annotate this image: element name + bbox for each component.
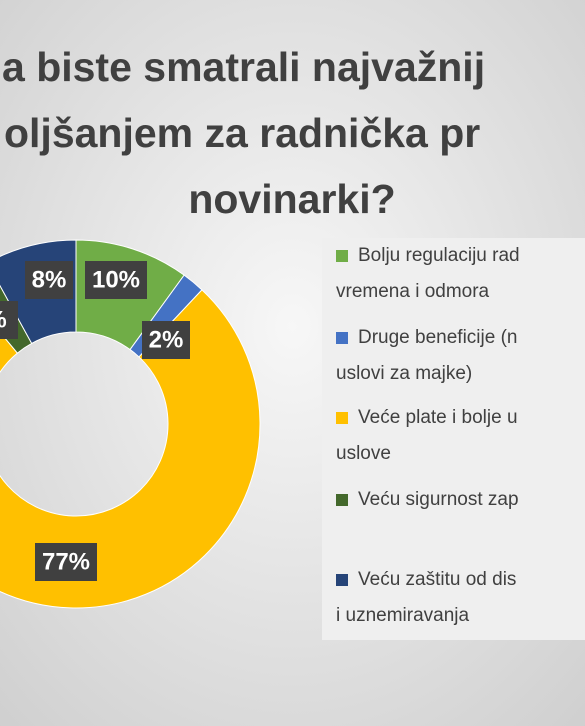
legend-label: Veće plate i bolje u xyxy=(358,407,518,428)
data-label: 77% xyxy=(42,548,90,575)
legend-label: Druge beneficije (n xyxy=(358,327,517,348)
legend-label: Bolju regulaciju rad xyxy=(358,245,520,266)
chart-title: oljšanjem za radnička pr xyxy=(4,110,480,156)
legend-label: i uznemiravanja xyxy=(336,605,469,626)
legend-box xyxy=(322,238,585,640)
data-label: 10% xyxy=(92,266,140,293)
data-label-box xyxy=(85,261,147,299)
legend-label: uslove xyxy=(336,443,391,464)
legend-label: Veću zaštitu od dis xyxy=(358,569,516,590)
legend-marker xyxy=(336,574,348,586)
data-label-box xyxy=(35,543,97,581)
donut-segment xyxy=(0,289,261,609)
legend-marker xyxy=(336,494,348,506)
legend-label: uslovi za majke) xyxy=(336,363,472,384)
legend-marker xyxy=(336,250,348,262)
legend-label: vremena i odmora xyxy=(336,281,490,302)
legend-label: Veću sigurnost zap xyxy=(358,489,519,510)
data-label-box xyxy=(0,301,18,339)
data-label: 2% xyxy=(149,326,184,353)
chart-title: novinarki? xyxy=(188,176,395,222)
legend-marker xyxy=(336,332,348,344)
data-label-box xyxy=(142,321,190,359)
data-label: 8% xyxy=(32,266,67,293)
data-label-box xyxy=(25,261,73,299)
legend-marker xyxy=(336,412,348,424)
chart-title: a biste smatrali najvažnij xyxy=(2,44,485,90)
data-label: % xyxy=(0,306,7,333)
